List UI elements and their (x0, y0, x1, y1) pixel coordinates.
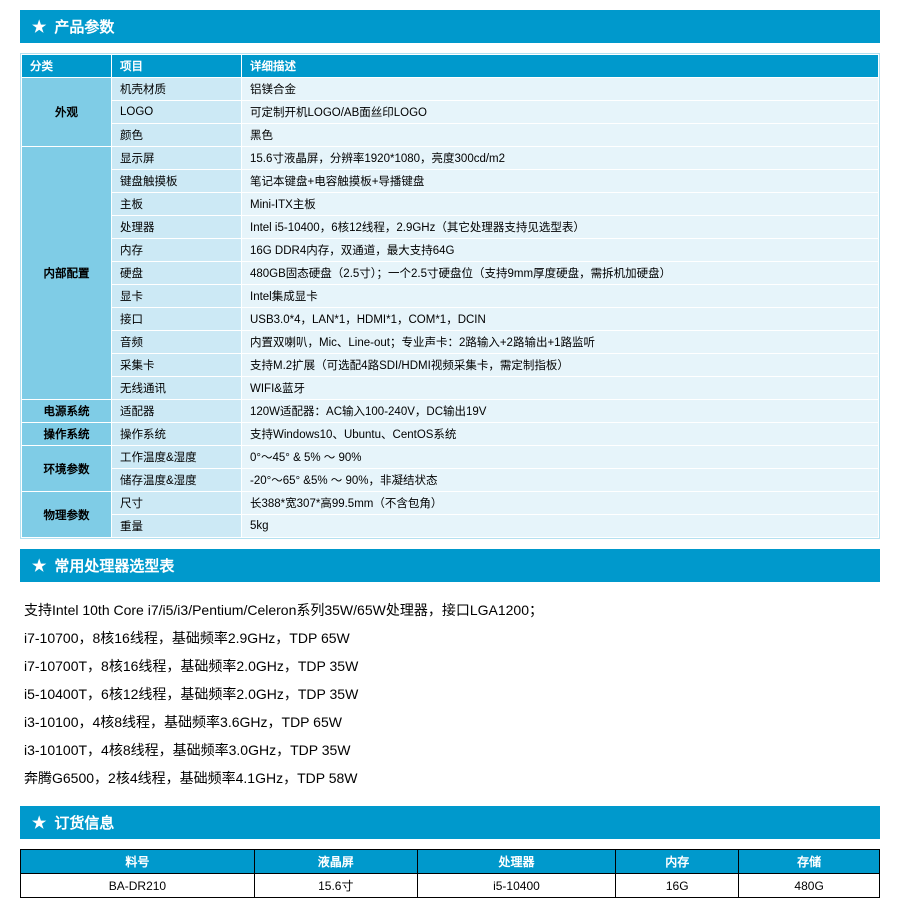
spec-item-cell: 采集卡 (112, 354, 242, 377)
spec-desc-cell: 笔记本键盘+电容触摸板+导播键盘 (242, 170, 879, 193)
section-title: 订货信息 (54, 812, 114, 833)
spec-item-cell: 接口 (112, 308, 242, 331)
spec-item-cell: 重量 (112, 515, 242, 538)
section-header-spec: ★ 产品参数 (20, 10, 880, 43)
spec-desc-cell: 可定制开机LOGO/AB面丝印LOGO (242, 101, 879, 124)
star-icon: ★ (32, 17, 46, 37)
spec-item-cell: 显示屏 (112, 147, 242, 170)
spec-category-cell: 物理参数 (22, 492, 112, 538)
spec-desc-cell: 内置双喇叭，Mic、Line-out；专业声卡：2路输入+2路输出+1路监听 (242, 331, 879, 354)
spec-item-cell: 显卡 (112, 285, 242, 308)
spec-category-cell: 电源系统 (22, 400, 112, 423)
spec-item-cell: 颜色 (112, 124, 242, 147)
processor-line: i3-10100T，4核8线程，基础频率3.0GHz，TDP 35W (24, 736, 876, 764)
order-cell: BA-DR210 (21, 874, 255, 898)
spec-item-cell: 键盘触摸板 (112, 170, 242, 193)
order-table: 料号液晶屏处理器内存存储 BA-DR21015.6寸i5-1040016G480… (20, 849, 880, 898)
processor-line: 支持Intel 10th Core i7/i5/i3/Pentium/Celer… (24, 596, 876, 624)
spec-desc-cell: 120W适配器：AC输入100-240V，DC输出19V (242, 400, 879, 423)
star-icon: ★ (32, 556, 46, 576)
section-header-order: ★ 订货信息 (20, 806, 880, 839)
spec-desc-cell: 5kg (242, 515, 879, 538)
order-table-container: 料号液晶屏处理器内存存储 BA-DR21015.6寸i5-1040016G480… (20, 849, 880, 898)
spec-item-cell: 内存 (112, 239, 242, 262)
spec-desc-cell: -20°～65° &5% ～ 90%，非凝结状态 (242, 469, 879, 492)
spec-item-cell: 适配器 (112, 400, 242, 423)
processor-line: i7-10700T，8核16线程，基础频率2.0GHz，TDP 35W (24, 652, 876, 680)
star-icon: ★ (32, 813, 46, 833)
spec-table-container: 分类 项目 详细描述 外观机壳材质铝镁合金LOGO可定制开机LOGO/AB面丝印… (20, 53, 880, 539)
order-row: BA-DR21015.6寸i5-1040016G480G (21, 874, 880, 898)
order-cell: 16G (616, 874, 739, 898)
spec-item-cell: 无线通讯 (112, 377, 242, 400)
spec-item-cell: 储存温度&湿度 (112, 469, 242, 492)
spec-category-cell: 内部配置 (22, 147, 112, 400)
order-cell: i5-10400 (417, 874, 615, 898)
spec-desc-cell: WIFI&蓝牙 (242, 377, 879, 400)
spec-item-cell: 操作系统 (112, 423, 242, 446)
spec-category-cell: 操作系统 (22, 423, 112, 446)
spec-category-cell: 外观 (22, 78, 112, 147)
order-th: 处理器 (417, 850, 615, 874)
processor-line: i7-10700，8核16线程，基础频率2.9GHz，TDP 65W (24, 624, 876, 652)
order-cell: 15.6寸 (254, 874, 417, 898)
spec-desc-cell: USB3.0*4，LAN*1，HDMI*1，COM*1，DCIN (242, 308, 879, 331)
order-cell: 480G (739, 874, 880, 898)
spec-item-cell: 机壳材质 (112, 78, 242, 101)
spec-desc-cell: 16G DDR4内存，双通道，最大支持64G (242, 239, 879, 262)
spec-item-cell: 工作温度&湿度 (112, 446, 242, 469)
spec-item-cell: LOGO (112, 101, 242, 124)
spec-desc-cell: 支持M.2扩展（可选配4路SDI/HDMI视频采集卡，需定制指板） (242, 354, 879, 377)
spec-desc-cell: Intel i5-10400，6核12线程，2.9GHz（其它处理器支持见选型表… (242, 216, 879, 239)
processor-line: i3-10100，4核8线程，基础频率3.6GHz，TDP 65W (24, 708, 876, 736)
spec-desc-cell: 0°～45° & 5% ～ 90% (242, 446, 879, 469)
spec-desc-cell: 15.6寸液晶屏，分辨率1920*1080，亮度300cd/m2 (242, 147, 879, 170)
spec-item-cell: 硬盘 (112, 262, 242, 285)
spec-item-cell: 尺寸 (112, 492, 242, 515)
spec-item-cell: 音频 (112, 331, 242, 354)
order-th: 液晶屏 (254, 850, 417, 874)
spec-desc-cell: Intel集成显卡 (242, 285, 879, 308)
spec-desc-cell: 黑色 (242, 124, 879, 147)
spec-desc-cell: 长388*宽307*高99.5mm（不含包角） (242, 492, 879, 515)
spec-desc-cell: Mini-ITX主板 (242, 193, 879, 216)
order-th: 料号 (21, 850, 255, 874)
spec-desc-cell: 480GB固态硬盘（2.5寸）；一个2.5寸硬盘位（支持9mm厚度硬盘，需拆机加… (242, 262, 879, 285)
spec-item-cell: 主板 (112, 193, 242, 216)
processor-list: 支持Intel 10th Core i7/i5/i3/Pentium/Celer… (24, 596, 876, 792)
order-th: 存储 (739, 850, 880, 874)
spec-table: 分类 项目 详细描述 外观机壳材质铝镁合金LOGO可定制开机LOGO/AB面丝印… (21, 54, 879, 538)
processor-line: 奔腾G6500，2核4线程，基础频率4.1GHz，TDP 58W (24, 764, 876, 792)
section-title: 常用处理器选型表 (54, 555, 174, 576)
section-header-proc: ★ 常用处理器选型表 (20, 549, 880, 582)
spec-item-cell: 处理器 (112, 216, 242, 239)
spec-th-item: 项目 (112, 55, 242, 78)
spec-category-cell: 环境参数 (22, 446, 112, 492)
spec-th-cat: 分类 (22, 55, 112, 78)
processor-line: i5-10400T，6核12线程，基础频率2.0GHz，TDP 35W (24, 680, 876, 708)
spec-desc-cell: 支持Windows10、Ubuntu、CentOS系统 (242, 423, 879, 446)
spec-th-desc: 详细描述 (242, 55, 879, 78)
order-th: 内存 (616, 850, 739, 874)
spec-desc-cell: 铝镁合金 (242, 78, 879, 101)
section-title: 产品参数 (54, 16, 114, 37)
